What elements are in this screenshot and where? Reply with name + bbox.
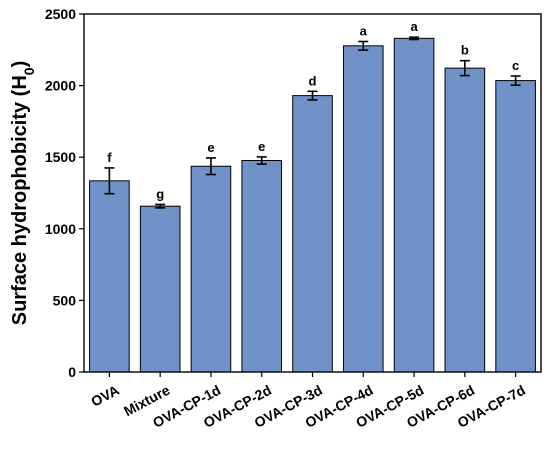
y-axis-title-close: )	[9, 61, 31, 68]
significance-label: c	[512, 58, 519, 73]
bar	[292, 95, 333, 373]
bar	[139, 205, 181, 373]
y-axis-title: Surface hydrophobicity (H0)	[9, 61, 37, 326]
y-tick-label: 1000	[45, 221, 76, 237]
x-tick-label: OVA	[88, 382, 121, 410]
bar	[495, 80, 536, 373]
significance-label: e	[207, 140, 214, 155]
bar	[393, 37, 435, 373]
plot-area: fOVAgMixtureeOVA-CP-1deOVA-CP-2ddOVA-CP-…	[45, 6, 542, 431]
bar	[190, 165, 232, 373]
y-tick-label: 0	[68, 364, 76, 380]
y-axis-title-main: Surface hydrophobicity (H	[9, 75, 31, 325]
y-tick-label: 500	[53, 292, 77, 308]
y-tick-label: 1500	[45, 149, 76, 165]
significance-label: a	[360, 23, 368, 38]
y-axis-title-subscript: 0	[21, 67, 37, 75]
significance-label: b	[461, 43, 469, 58]
bar	[342, 45, 384, 373]
significance-label: e	[258, 139, 265, 154]
bar	[89, 180, 130, 373]
significance-label: d	[309, 73, 317, 88]
y-tick-label: 2500	[45, 6, 76, 22]
significance-label: a	[410, 19, 418, 34]
significance-label: f	[107, 150, 112, 165]
bar	[444, 67, 486, 373]
significance-label: g	[156, 186, 164, 201]
bar	[241, 159, 283, 373]
y-tick-label: 2000	[45, 78, 76, 94]
plot-frame	[83, 13, 542, 373]
